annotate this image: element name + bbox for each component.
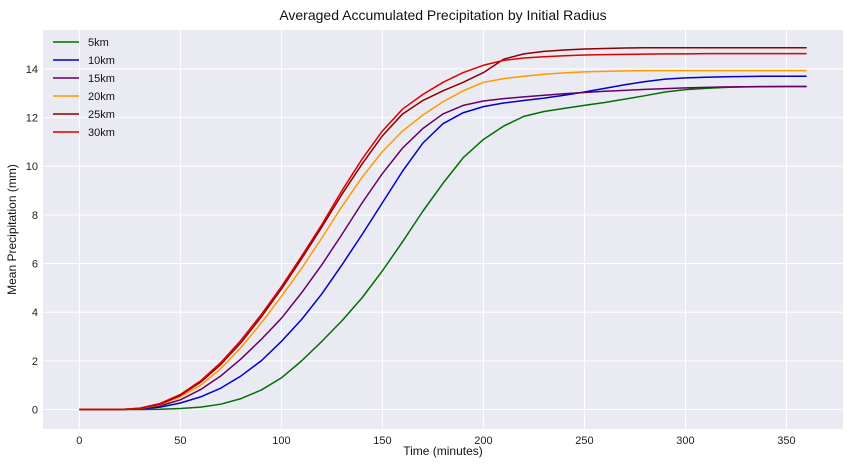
legend-label: 25km [88, 109, 115, 121]
x-tick-label: 0 [76, 435, 82, 447]
chart-title: Averaged Accumulated Precipitation by In… [279, 7, 606, 23]
legend-label: 30km [88, 127, 115, 139]
y-tick-label: 12 [26, 113, 38, 125]
series-lines [79, 47, 807, 411]
series-line-20km [79, 69, 807, 411]
y-tick-label: 6 [32, 259, 38, 271]
y-tick-label: 10 [26, 161, 38, 173]
x-tick-label: 50 [174, 435, 186, 447]
x-tick-label: 300 [676, 435, 694, 447]
series-line-5km [79, 85, 807, 411]
series-line-30km [79, 52, 807, 411]
legend-item: 5km [53, 37, 109, 49]
legend-item: 20km [53, 91, 115, 103]
series-line-25km [79, 47, 807, 411]
y-tick-label: 2 [32, 356, 38, 368]
x-tick-label: 250 [575, 435, 593, 447]
legend-label: 15km [88, 73, 115, 85]
legend-item: 30km [53, 127, 115, 139]
y-tick-label: 14 [26, 64, 38, 76]
grid-lines [43, 30, 843, 429]
series-line-10km [79, 75, 807, 411]
x-tick-label: 200 [474, 435, 492, 447]
x-tick-label: 150 [373, 435, 391, 447]
x-axis-ticks: 0 50 100 150 200 250 300 350 [76, 435, 795, 447]
legend-label: 20km [88, 91, 115, 103]
y-axis-ticks: 0 2 4 6 8 10 12 14 [26, 64, 38, 417]
legend-label: 10km [88, 55, 115, 67]
y-axis-title: Mean Precipitation (mm) [5, 164, 19, 295]
y-tick-label: 0 [32, 405, 38, 417]
plot-area [43, 30, 843, 429]
legend: 5km 10km 15km 20km 25km 30km [53, 37, 115, 139]
x-tick-label: 350 [777, 435, 795, 447]
legend-item: 25km [53, 109, 115, 121]
series-line-15km [79, 85, 807, 411]
x-tick-label: 100 [272, 435, 290, 447]
legend-item: 15km [53, 73, 115, 85]
x-axis-title: Time (minutes) [403, 444, 483, 458]
y-tick-label: 4 [32, 307, 38, 319]
legend-item: 10km [53, 55, 115, 67]
y-tick-label: 8 [32, 210, 38, 222]
legend-label: 5km [88, 37, 109, 49]
